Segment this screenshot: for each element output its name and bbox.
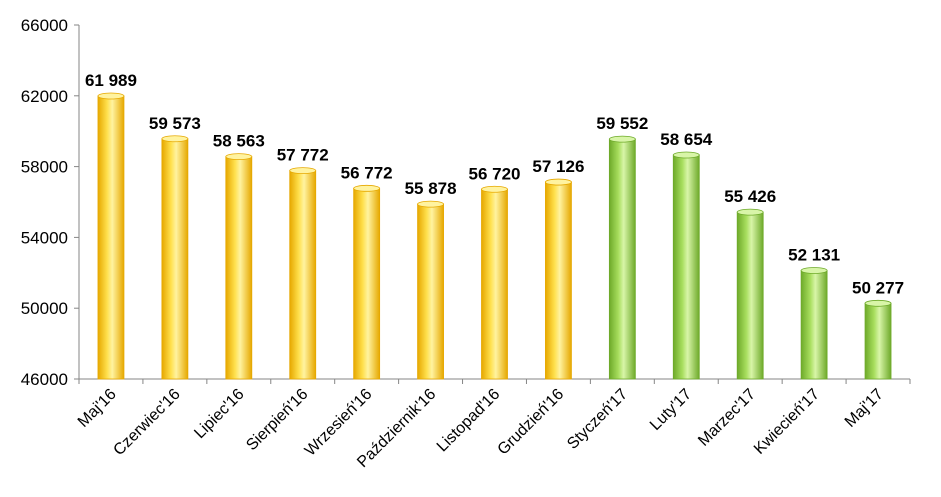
data-label: 57 126 bbox=[532, 157, 584, 176]
bar-cap bbox=[545, 178, 572, 186]
bar bbox=[736, 211, 764, 380]
bar-cap bbox=[353, 184, 381, 192]
bar-cap bbox=[864, 299, 892, 307]
axes: 46000 50000 54000 58000 62000 66000 bbox=[21, 16, 911, 389]
x-tick-label: Luty'17 bbox=[647, 386, 695, 434]
x-tick-label: Marzec'17 bbox=[695, 386, 759, 450]
x-tick-label: Kwiecień'17 bbox=[751, 386, 823, 458]
bar bbox=[800, 270, 828, 380]
bar-cap bbox=[736, 208, 764, 216]
data-label: 55 426 bbox=[724, 187, 776, 206]
bar-cap bbox=[161, 135, 189, 143]
data-label: 56 772 bbox=[341, 163, 393, 182]
y-tick-label: 58000 bbox=[21, 158, 68, 177]
x-tick-label: Grudzień'16 bbox=[495, 386, 568, 459]
bar-cap bbox=[289, 167, 317, 175]
bar-cap bbox=[481, 185, 508, 193]
data-label: 58 654 bbox=[660, 130, 713, 149]
data-label: 55 878 bbox=[405, 179, 457, 198]
x-tick-label: Lipiec'16 bbox=[191, 386, 247, 442]
bar-cap bbox=[97, 92, 125, 100]
bar-cap bbox=[800, 267, 828, 274]
data-label: 61 989 bbox=[85, 71, 137, 90]
bar bbox=[672, 154, 700, 380]
data-label: 59 573 bbox=[149, 114, 201, 133]
bar-cap bbox=[672, 151, 700, 159]
bar bbox=[545, 181, 572, 380]
bar bbox=[417, 203, 444, 380]
y-tick-label: 50000 bbox=[21, 299, 68, 318]
bar bbox=[97, 95, 125, 380]
y-tick-label: 66000 bbox=[21, 16, 68, 35]
x-tick-label: Listopad'16 bbox=[434, 386, 504, 456]
data-label: 57 772 bbox=[277, 146, 329, 165]
data-label: 52 131 bbox=[788, 245, 840, 264]
bar-cap bbox=[417, 200, 444, 208]
data-label: 58 563 bbox=[213, 132, 265, 151]
y-tick-label: 62000 bbox=[21, 87, 68, 106]
bar bbox=[161, 138, 189, 380]
bar bbox=[481, 188, 508, 380]
data-label: 59 552 bbox=[596, 114, 648, 133]
y-tick-label: 54000 bbox=[21, 228, 68, 247]
data-label: 56 720 bbox=[469, 164, 521, 183]
y-tick-label: 46000 bbox=[21, 370, 68, 389]
x-tick-label: Maj'16 bbox=[75, 386, 120, 431]
x-tick-label: Sierpień'16 bbox=[243, 386, 311, 454]
bars bbox=[97, 92, 892, 380]
bar bbox=[353, 187, 381, 380]
x-tick-label: Czerwiec'16 bbox=[110, 386, 183, 459]
data-label: 50 277 bbox=[852, 278, 904, 297]
x-tick-label: Styczeń'17 bbox=[564, 386, 631, 453]
bar bbox=[289, 170, 317, 380]
bar-cap bbox=[608, 135, 636, 143]
bar-cap bbox=[225, 153, 253, 161]
x-tick-label: Maj'17 bbox=[842, 386, 887, 431]
bar bbox=[608, 138, 636, 380]
bar bbox=[864, 302, 892, 380]
bar bbox=[225, 156, 253, 380]
